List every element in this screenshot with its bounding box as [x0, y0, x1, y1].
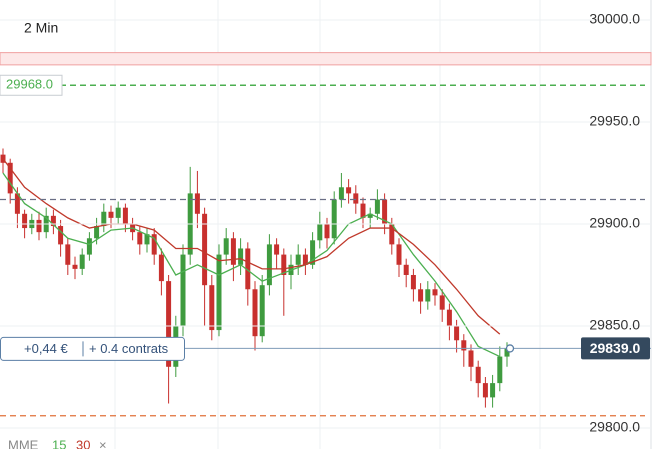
candle-body — [151, 234, 157, 255]
candle-body — [158, 254, 164, 282]
zone — [0, 52, 652, 66]
candle-body — [252, 289, 258, 337]
candle-body — [302, 254, 308, 265]
candle-body — [446, 309, 452, 326]
candle-body — [468, 350, 474, 367]
candle-body — [353, 193, 359, 204]
candle-body — [310, 240, 316, 265]
candle-body — [482, 383, 488, 398]
candle-body — [245, 248, 251, 290]
candle-body — [259, 285, 265, 337]
candle-body — [367, 213, 373, 218]
candle-body — [418, 289, 424, 302]
candle-body — [475, 366, 481, 384]
candle-body — [223, 238, 229, 255]
moving-average — [2, 158, 501, 335]
y-tick-label: 30000.0 — [589, 11, 640, 27]
timeframe[interactable]: 2 Min — [24, 20, 58, 36]
candle-body — [295, 254, 301, 265]
candle-body — [166, 281, 172, 367]
candle-body — [209, 285, 215, 331]
candle-body — [490, 383, 496, 398]
candle-body — [454, 325, 460, 341]
candle-body — [216, 254, 222, 331]
candle-body — [202, 213, 208, 286]
candle-body — [144, 234, 150, 245]
candle-body — [504, 348, 510, 357]
candle-body — [101, 211, 107, 227]
legend-entry: 15 — [52, 437, 66, 449]
candle-body — [180, 254, 186, 326]
candle-body — [461, 340, 467, 351]
candle-body — [22, 213, 28, 229]
candle-body — [281, 254, 287, 275]
candle-body — [497, 356, 503, 384]
candle-body — [7, 162, 13, 194]
candle-body — [389, 223, 395, 245]
candle-body — [0, 154, 6, 163]
y-tick-label: 29900.0 — [589, 215, 640, 231]
candle-body — [432, 289, 438, 296]
candle-body — [266, 244, 272, 286]
candle-body — [50, 215, 56, 227]
candle-body — [94, 226, 100, 239]
candle-body — [115, 207, 121, 218]
price-tag-label: 29839.0 — [590, 340, 641, 356]
close-button[interactable]: × — [99, 437, 107, 449]
candle-body — [108, 211, 114, 218]
legend-entry: 30 — [76, 437, 90, 449]
candle-body — [14, 193, 20, 214]
position-size: + 0.4 contrats — [89, 341, 169, 356]
candle-body — [425, 289, 431, 302]
candle-body — [79, 254, 85, 269]
position-pnl: +0,44 € — [24, 341, 69, 356]
candle-body — [58, 226, 64, 245]
candle-body — [137, 232, 143, 245]
candle-body — [274, 244, 280, 255]
candle-body — [338, 187, 344, 200]
candle-body — [65, 244, 71, 265]
candle-body — [346, 187, 352, 194]
current-price-dot — [505, 344, 515, 353]
level-label: 29968.0 — [6, 77, 53, 92]
candle-body — [410, 274, 416, 290]
candle-body — [324, 223, 330, 239]
y-tick-label: 29800.0 — [589, 419, 640, 435]
candle-body — [382, 199, 388, 224]
candle-body — [396, 244, 402, 265]
candle-body — [36, 219, 42, 233]
candle-body — [230, 238, 236, 265]
price-tag — [581, 337, 650, 360]
moving-average — [2, 172, 501, 358]
candle-body — [360, 203, 366, 218]
candle-body — [403, 264, 409, 275]
candle-body — [86, 238, 92, 255]
candle-body — [122, 207, 128, 224]
candle-body — [439, 295, 445, 310]
position-box[interactable] — [0, 336, 185, 361]
candle-body — [238, 248, 244, 265]
candle-body — [317, 223, 323, 241]
y-tick-label: 29950.0 — [589, 113, 640, 129]
candle-body — [374, 199, 380, 214]
candle-body — [331, 199, 337, 239]
y-tick-label: 29850.0 — [589, 317, 640, 333]
indicator-name: MME — [8, 437, 39, 449]
candle-body — [194, 193, 200, 214]
candle-body — [72, 264, 78, 269]
level-label-box — [0, 74, 63, 96]
